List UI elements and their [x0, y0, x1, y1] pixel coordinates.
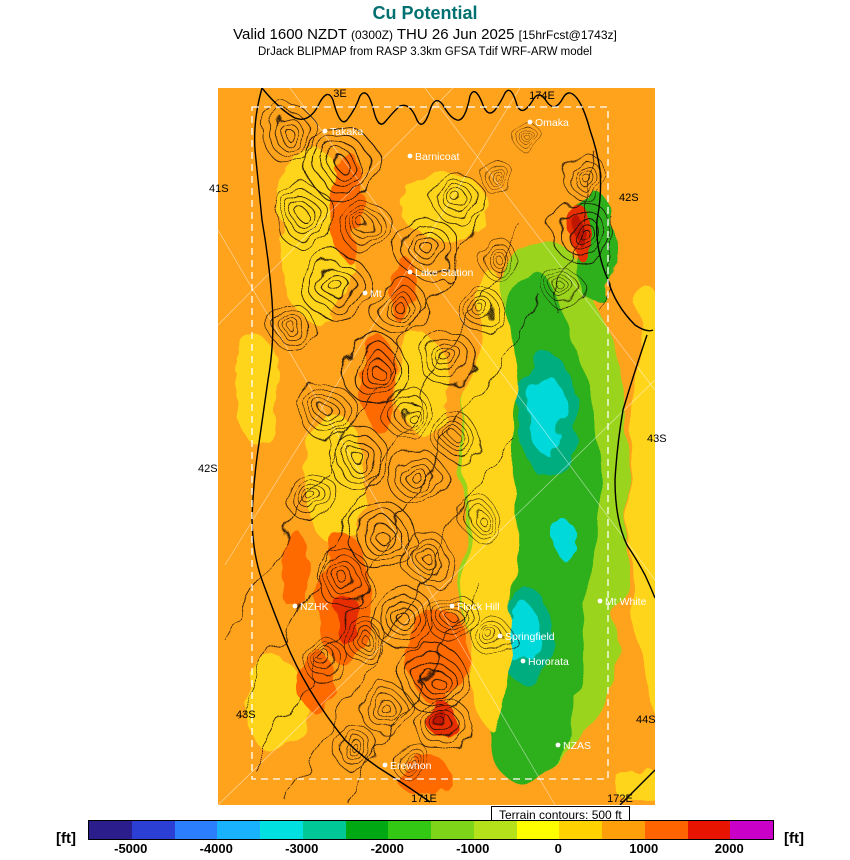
svg-text:Omaka: Omaka	[535, 117, 569, 129]
colorbar-segment	[431, 821, 474, 839]
colorbar-segment	[559, 821, 602, 839]
waypoint: Lake Station	[407, 267, 474, 279]
svg-text:Hororata: Hororata	[528, 656, 569, 668]
colorbar-segment	[602, 821, 645, 839]
forecast-map: 3E 174E 41S 42S 42S 43S 43S 44S 171E 172…	[198, 88, 667, 805]
page-title: Cu Potential	[372, 3, 478, 23]
colorbar-segment	[644, 821, 688, 839]
terrain-contour-layer	[224, 106, 616, 801]
svg-text:NZHK: NZHK	[300, 601, 329, 613]
lat-label: 44S	[636, 714, 656, 726]
valid-date: THU 26 Jun 2025	[393, 26, 519, 43]
svg-text:Takaka: Takaka	[330, 126, 363, 138]
waypoint: Erewhon	[382, 760, 432, 772]
svg-text:Mt White: Mt White	[605, 596, 647, 608]
waypoint: Hororata	[520, 656, 569, 668]
valid-zulu: (0300Z)	[350, 28, 393, 42]
forecast-run: [15hrFcst@1743z]	[518, 28, 617, 42]
colorbar-unit-left: [ft]	[56, 830, 76, 847]
colorbar-segment	[516, 821, 560, 839]
colorbar-segment	[174, 821, 218, 839]
colorbar-ticks: -5000 -4000 -3000 -2000 -1000 0 1000 2000	[88, 840, 772, 857]
colorbar-segment	[473, 821, 517, 839]
svg-text:Mt: Mt	[370, 288, 382, 300]
waypoint: Springfield	[497, 631, 555, 643]
colorbar-segment	[345, 821, 389, 839]
lat-label: 43S	[236, 709, 256, 721]
svg-text:Erewhon: Erewhon	[390, 760, 432, 772]
valid-time: Valid 1600 NZDT	[233, 26, 351, 43]
colorbar-segment	[687, 821, 731, 839]
waypoint: Mt White	[597, 596, 647, 608]
colorbar-tick-label: 1000	[629, 841, 659, 856]
lon-label: 172E	[607, 793, 633, 805]
coordinate-labels: 3E 174E 41S 42S 42S 43S 43S 44S 171E 172…	[198, 88, 667, 805]
colorbar-segment	[131, 821, 175, 839]
domain-boundary	[251, 106, 609, 780]
lat-label: 42S	[619, 192, 639, 204]
colorbar-unit-right: [ft]	[784, 830, 804, 847]
waypoint: NZHK	[292, 601, 329, 613]
colorbar-tick-label: -2000	[370, 841, 404, 856]
waypoint: Flock Hill	[449, 601, 500, 613]
svg-text:Lake Station: Lake Station	[415, 267, 474, 279]
colorbar-tick-label: -4000	[199, 841, 233, 856]
colorbar-tick-label: 0	[554, 841, 562, 856]
terrain-contours-note: Terrain contours: 500 ft	[491, 806, 630, 824]
svg-text:NZAS: NZAS	[563, 740, 591, 752]
svg-text:Springfield: Springfield	[505, 631, 555, 643]
lat-label: 42S	[198, 463, 218, 475]
model-line: DrJack BLIPMAP from RASP 3.3km GFSA Tdif…	[257, 46, 592, 58]
colorbar-segment	[730, 821, 773, 839]
colorbar-tick-label: -5000	[114, 841, 148, 856]
colorbar-segment	[217, 821, 260, 839]
lat-label: 41S	[209, 183, 229, 195]
colorbar-tick-label: -3000	[285, 841, 319, 856]
colorbar-segment	[89, 821, 132, 839]
potential-field-layer	[218, 88, 655, 805]
colorbar-segment	[302, 821, 346, 839]
graticule-lines	[218, 88, 655, 805]
lon-label: 171E	[411, 793, 437, 805]
svg-text:Barnicoat: Barnicoat	[415, 151, 459, 163]
lat-label: 43S	[647, 433, 667, 445]
waypoint-layer: Takaka Barnicoat Omaka Lake Station Mt N…	[292, 117, 647, 772]
colorbar-segment	[388, 821, 431, 839]
colorbar-tick-label: -1000	[456, 841, 490, 856]
lon-label: 174E	[529, 90, 555, 102]
valid-time-line: Valid 1600 NZDT (0300Z) THU 26 Jun 2025 …	[0, 26, 850, 43]
svg-text:Flock Hill: Flock Hill	[457, 601, 500, 613]
colorbar: [ft] -5000 -4000 -3000 -2000 -1000 0 1000 2000 …	[36, 820, 824, 857]
waypoint: Mt	[362, 288, 382, 300]
colorbar-gradient	[88, 820, 774, 840]
colorbar-scale: -5000 -4000 -3000 -2000 -1000 0 1000 2000	[88, 820, 774, 857]
lon-label: 3E	[333, 88, 346, 100]
colorbar-tick-label: 2000	[714, 841, 744, 856]
waypoint: Omaka	[527, 117, 569, 129]
colorbar-segment	[260, 821, 303, 839]
waypoint: Takaka	[322, 126, 363, 138]
waypoint: Barnicoat	[407, 151, 459, 163]
waypoint: NZAS	[555, 740, 591, 752]
